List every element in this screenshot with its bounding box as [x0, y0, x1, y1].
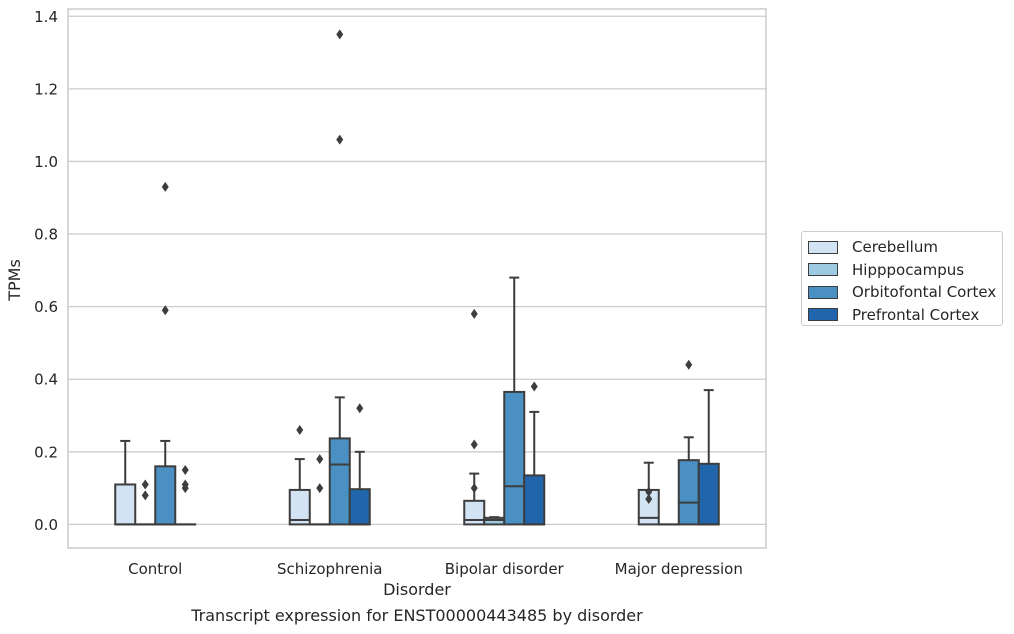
legend-swatch-hippocampus	[808, 263, 838, 277]
box-orbitofontal-cortex	[154, 181, 177, 526]
box-hipppocampus	[308, 454, 331, 526]
box-iqr	[523, 474, 546, 526]
legend-item-orbitofrontal-cortex: Orbitofontal Cortex	[808, 281, 1002, 304]
box-cerebellum	[463, 308, 486, 526]
legend-label-orbitofrontal-cortex: Orbitofontal Cortex	[852, 283, 997, 302]
y-axis-ticks: 0.0 0.2 0.4 0.6 0.8 1.0 1.2 1.4	[34, 8, 58, 534]
legend-swatch-cerebellum	[808, 240, 838, 254]
box-prefrontal-cortex	[174, 464, 197, 526]
y-tick-label: 1.0	[34, 153, 58, 171]
box-iqr	[154, 465, 177, 526]
plot-area-frame	[67, 8, 767, 549]
outlier-point	[181, 464, 189, 475]
outlier-point	[296, 425, 304, 436]
outlier-point	[645, 486, 653, 497]
box-iqr	[483, 516, 506, 526]
box-plot-series	[114, 29, 720, 526]
box-iqr	[697, 462, 720, 526]
legend-item-hippocampus: Hipppocampus	[808, 259, 1002, 282]
box-prefrontal-cortex	[523, 381, 546, 526]
box-iqr	[288, 488, 311, 526]
x-axis-ticks: Control Schizophrenia Bipolar disorder Majo…	[128, 560, 743, 578]
y-tick-label: 0.6	[34, 298, 58, 316]
box-orbitofontal-cortex	[503, 276, 526, 526]
y-tick-label: 0.2	[34, 443, 58, 461]
gridlines	[68, 15, 766, 526]
outlier-point	[141, 490, 149, 501]
x-tick-label: Schizophrenia	[277, 560, 382, 578]
y-tick-label: 0.8	[34, 226, 58, 244]
outlier-point	[181, 479, 189, 490]
outlier-point	[645, 494, 653, 504]
legend-label-prefrontal-cortex: Prefrontal Cortex	[852, 305, 980, 324]
box-orbitofontal-cortex	[677, 359, 700, 526]
box-cerebellum	[637, 461, 660, 526]
y-tick-label: 0.4	[34, 371, 58, 389]
y-axis-label: TPMs	[5, 259, 24, 302]
box-cerebellum	[114, 439, 137, 526]
y-tick-label: 1.2	[34, 80, 58, 98]
outlier-point	[470, 439, 478, 450]
outlier-point	[470, 308, 478, 319]
box-iqr	[677, 459, 700, 526]
x-axis-label: Disorder	[383, 580, 451, 599]
outlier-point	[161, 305, 169, 316]
box-iqr	[348, 488, 371, 526]
outlier-point	[316, 483, 324, 494]
x-tick-label: Bipolar disorder	[445, 560, 565, 578]
outlier-point	[356, 403, 364, 414]
legend-label-hippocampus: Hipppocampus	[852, 260, 965, 279]
outlier-point	[685, 359, 693, 370]
box-iqr	[463, 499, 486, 526]
outlier-point	[336, 29, 344, 40]
box-iqr	[328, 437, 351, 526]
box-orbitofontal-cortex	[328, 29, 351, 526]
box-iqr	[503, 390, 526, 526]
outlier-point	[530, 381, 538, 392]
outlier-point	[141, 479, 149, 490]
legend-label-cerebellum: Cerebellum	[852, 238, 938, 257]
legend-item-cerebellum: Cerebellum	[808, 236, 1002, 259]
outlier-point	[161, 181, 169, 192]
x-tick-label: Control	[128, 560, 182, 578]
legend-swatch-prefrontal-cortex	[808, 308, 838, 322]
box-hipppocampus	[483, 516, 506, 526]
outlier-point	[470, 483, 478, 494]
y-tick-label: 1.4	[34, 8, 58, 26]
y-tick-label: 0.0	[34, 516, 58, 534]
box-prefrontal-cortex	[697, 389, 720, 526]
outlier-point	[336, 134, 344, 145]
x-tick-label: Major depression	[615, 560, 743, 578]
box-hipppocampus	[134, 479, 157, 526]
figure-caption: Transcript expression for ENST0000044348…	[191, 606, 643, 625]
box-iqr	[114, 483, 137, 526]
box-prefrontal-cortex	[348, 403, 371, 526]
legend-swatch-orbitofrontal-cortex	[808, 285, 838, 299]
outlier-point	[316, 454, 324, 465]
chart-legend: Cerebellum Hipppocampus Orbitofontal Cor…	[801, 231, 1003, 326]
box-cerebellum	[288, 425, 311, 526]
legend-item-prefrontal-cortex: Prefrontal Cortex	[808, 304, 1002, 327]
